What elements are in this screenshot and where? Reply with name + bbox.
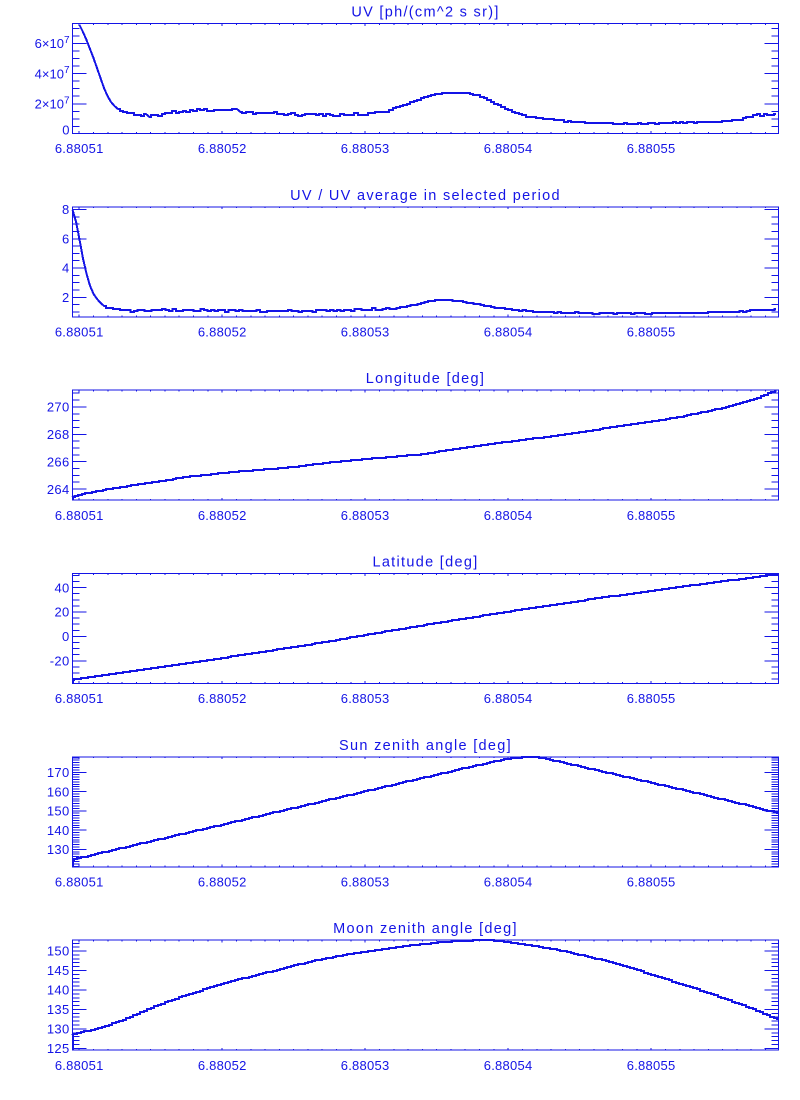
svg-text:6.88051: 6.88051 (55, 691, 104, 706)
svg-text:150: 150 (47, 944, 70, 959)
svg-text:6.88051: 6.88051 (55, 875, 104, 890)
svg-text:Longitude [deg]: Longitude [deg] (366, 371, 485, 387)
svg-text:6.88051: 6.88051 (55, 1058, 104, 1073)
svg-text:6.88054: 6.88054 (484, 691, 533, 706)
svg-text:2: 2 (62, 290, 70, 305)
svg-text:6.88052: 6.88052 (198, 691, 247, 706)
svg-text:6.88054: 6.88054 (484, 875, 533, 890)
svg-text:160: 160 (47, 784, 70, 799)
svg-text:6.88054: 6.88054 (484, 141, 533, 156)
svg-text:6.88052: 6.88052 (198, 325, 247, 340)
svg-text:150: 150 (47, 804, 70, 819)
svg-text:6.88053: 6.88053 (341, 508, 390, 523)
svg-text:40: 40 (54, 580, 69, 595)
svg-text:170: 170 (47, 765, 70, 780)
svg-text:6.88055: 6.88055 (627, 141, 676, 156)
svg-text:6.88053: 6.88053 (341, 141, 390, 156)
svg-text:270: 270 (47, 400, 70, 415)
svg-text:6: 6 (62, 231, 70, 246)
svg-text:6×107: 6×107 (35, 35, 70, 51)
svg-text:Moon zenith angle [deg]: Moon zenith angle [deg] (333, 921, 518, 937)
svg-text:266: 266 (47, 454, 70, 469)
svg-text:4: 4 (62, 261, 70, 276)
svg-text:UV [ph/(cm^2 s sr)]: UV [ph/(cm^2 s sr)] (351, 5, 499, 21)
svg-text:0: 0 (62, 629, 70, 644)
svg-text:6.88052: 6.88052 (198, 875, 247, 890)
svg-text:6.88052: 6.88052 (198, 508, 247, 523)
svg-text:145: 145 (47, 963, 70, 978)
svg-text:130: 130 (47, 1022, 70, 1037)
svg-text:Latitude [deg]: Latitude [deg] (372, 555, 478, 571)
svg-text:125: 125 (47, 1041, 70, 1056)
svg-text:6.88055: 6.88055 (627, 508, 676, 523)
svg-text:6.88051: 6.88051 (55, 325, 104, 340)
svg-text:268: 268 (47, 427, 70, 442)
svg-text:20: 20 (54, 605, 69, 620)
svg-text:6.88052: 6.88052 (198, 1058, 247, 1073)
svg-text:Sun zenith angle [deg]: Sun zenith angle [deg] (339, 738, 512, 754)
svg-text:6.88052: 6.88052 (198, 141, 247, 156)
svg-text:6.88054: 6.88054 (484, 1058, 533, 1073)
svg-text:-20: -20 (50, 654, 70, 669)
svg-text:6.88053: 6.88053 (341, 325, 390, 340)
svg-text:130: 130 (47, 842, 70, 857)
svg-text:6.88055: 6.88055 (627, 691, 676, 706)
svg-text:140: 140 (47, 983, 70, 998)
svg-text:8: 8 (62, 202, 70, 217)
svg-text:6.88053: 6.88053 (341, 1058, 390, 1073)
svg-text:264: 264 (47, 482, 70, 497)
svg-text:6.88055: 6.88055 (627, 1058, 676, 1073)
svg-text:6.88051: 6.88051 (55, 141, 104, 156)
svg-text:6.88053: 6.88053 (341, 875, 390, 890)
svg-text:0: 0 (62, 123, 69, 138)
svg-text:6.88053: 6.88053 (341, 691, 390, 706)
svg-text:135: 135 (47, 1002, 70, 1017)
svg-text:4×107: 4×107 (35, 65, 70, 81)
svg-text:6.88054: 6.88054 (484, 325, 533, 340)
svg-text:6.88055: 6.88055 (627, 875, 676, 890)
svg-text:140: 140 (47, 823, 70, 838)
svg-text:6.88054: 6.88054 (484, 508, 533, 523)
svg-text:2×107: 2×107 (35, 95, 70, 111)
svg-text:6.88055: 6.88055 (627, 325, 676, 340)
svg-text:6.88051: 6.88051 (55, 508, 104, 523)
svg-text:UV / UV average in selected pe: UV / UV average in selected period (290, 188, 561, 204)
